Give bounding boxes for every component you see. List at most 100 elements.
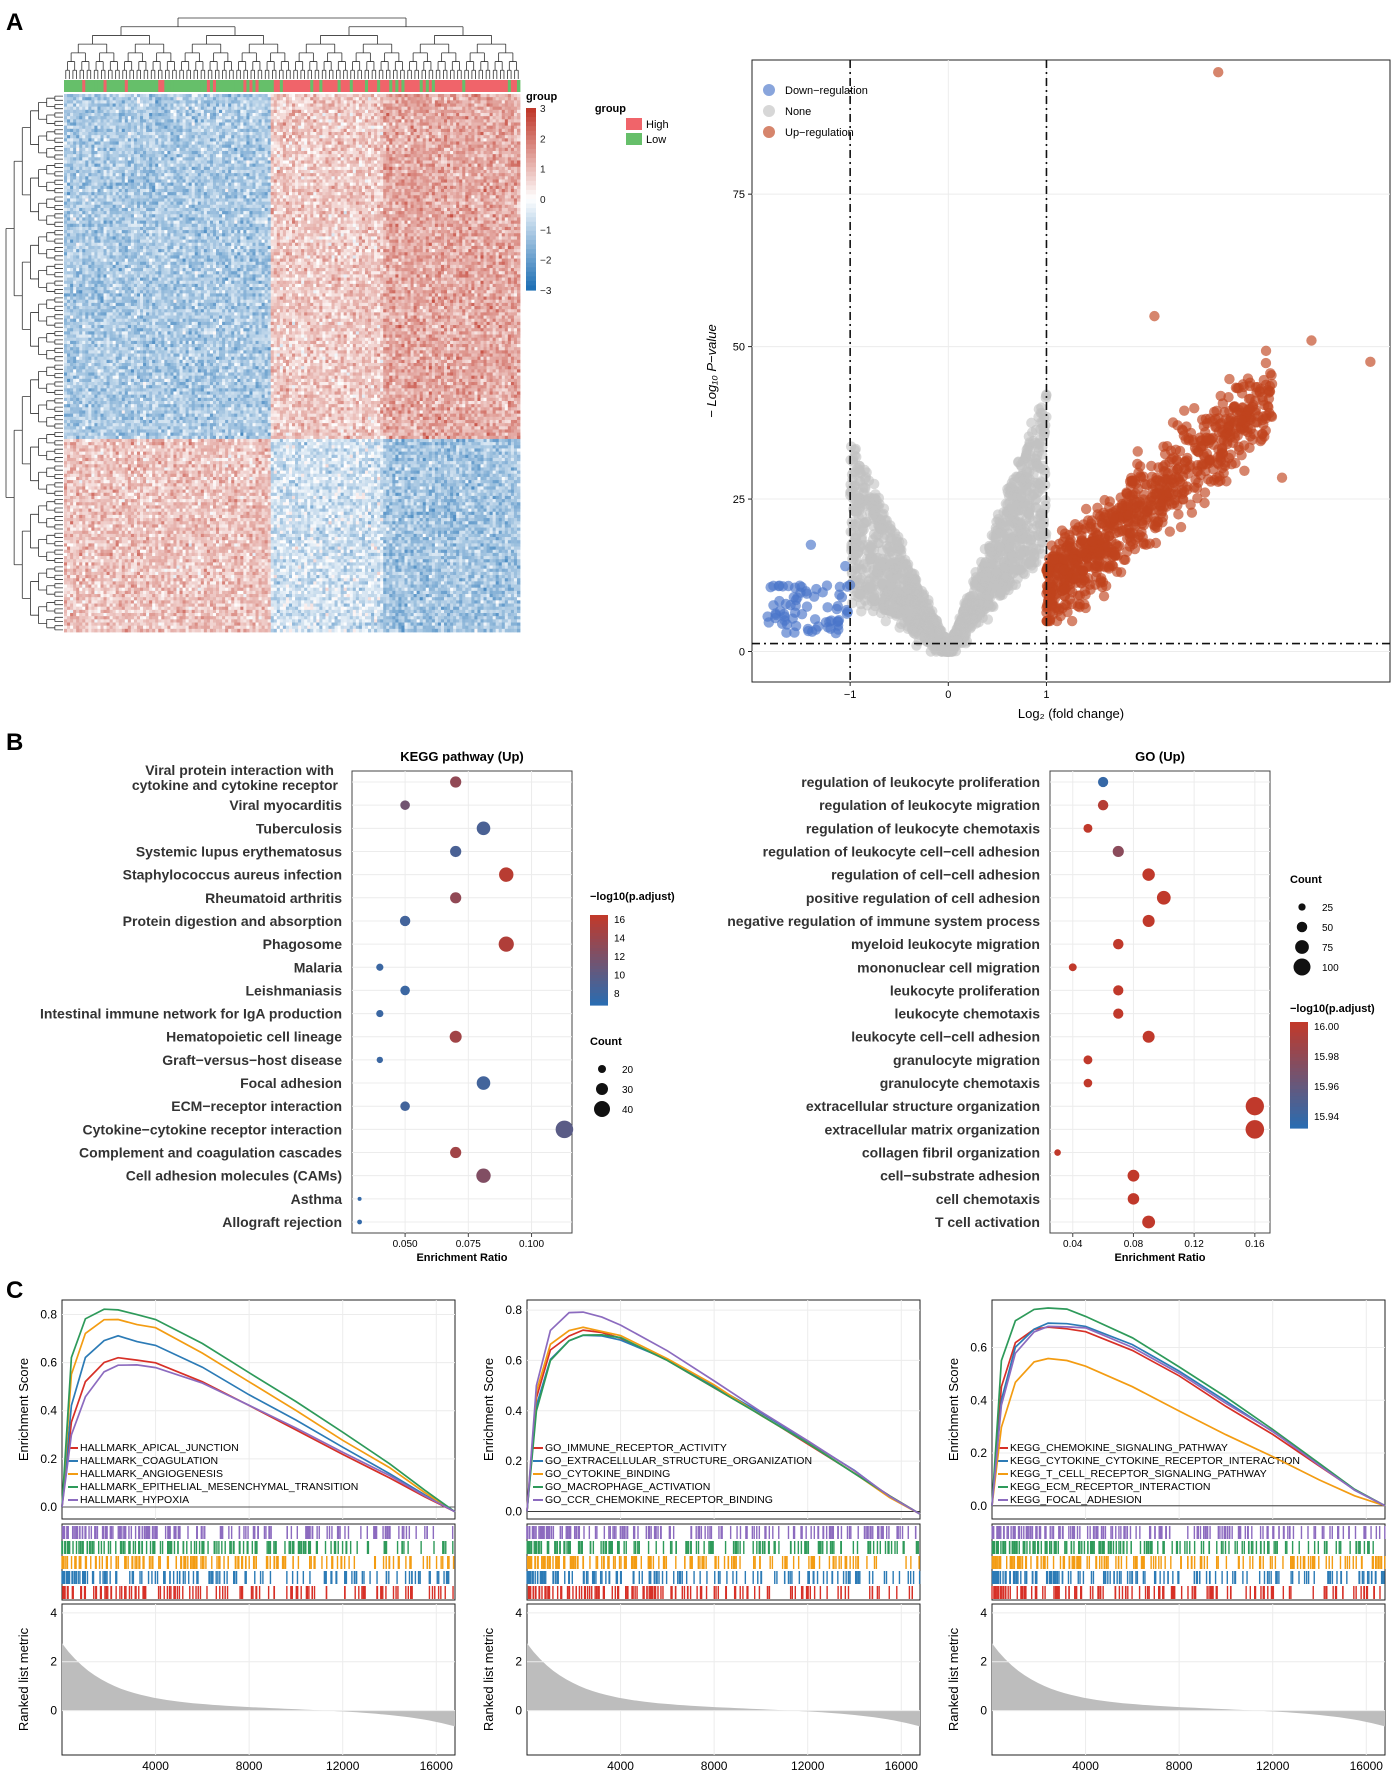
heatmap-cell xyxy=(189,119,192,123)
heatmap-cell xyxy=(316,126,319,130)
heatmap-cell xyxy=(423,129,426,133)
heatmap-cell xyxy=(143,110,146,114)
heatmap-cell xyxy=(131,97,134,101)
heatmap-cell xyxy=(256,141,259,145)
heatmap-cell xyxy=(107,100,110,104)
heatmap-cell xyxy=(94,100,97,104)
heatmap-cell xyxy=(180,103,183,107)
heatmap-cell xyxy=(468,126,471,130)
dendrogram-branch xyxy=(55,331,63,335)
heatmap-cell xyxy=(259,129,262,133)
heatmap-cell xyxy=(243,126,246,130)
heatmap-cell xyxy=(338,113,341,117)
group-bar-cell xyxy=(325,80,328,92)
heatmap-cell xyxy=(167,129,170,133)
group-bar-cell xyxy=(450,80,453,92)
heatmap-cell xyxy=(453,141,456,145)
heatmap-cell xyxy=(107,119,110,123)
heatmap-cell xyxy=(392,97,395,101)
group-bar-cell xyxy=(231,80,234,92)
heatmap-cell xyxy=(350,110,353,114)
heatmap-cell xyxy=(243,138,246,142)
heatmap-cell xyxy=(225,119,228,123)
heatmap-cell xyxy=(411,135,414,139)
heatmap-cell xyxy=(490,103,493,107)
heatmap-cell xyxy=(243,122,246,126)
dendrogram-branch xyxy=(55,424,63,428)
heatmap-cell xyxy=(277,129,280,133)
heatmap-cell xyxy=(328,100,331,104)
heatmap-cell xyxy=(265,116,268,120)
dendrogram-branch xyxy=(365,70,369,79)
heatmap-cell xyxy=(398,107,401,111)
heatmap-cell xyxy=(173,113,176,117)
heatmap-panel: 3210−1−2−3 groupgroupHighLow xyxy=(6,18,669,632)
dendrogram-branch xyxy=(66,70,70,79)
dendrogram-branch xyxy=(55,180,63,184)
heatmap-cell xyxy=(186,97,189,101)
heatmap-cell xyxy=(122,110,125,114)
group-bar-cell xyxy=(113,80,116,92)
heatmap-cell xyxy=(347,129,350,133)
heatmap-cell xyxy=(493,113,496,117)
heatmap-cell xyxy=(277,119,280,123)
heatmap-cell xyxy=(219,141,222,145)
heatmap-cell xyxy=(353,132,356,136)
heatmap-cell xyxy=(435,138,438,142)
heatmap-cell xyxy=(350,122,353,126)
heatmap-cell xyxy=(380,122,383,126)
heatmap-cell xyxy=(256,107,259,111)
heatmap-cell xyxy=(97,135,100,139)
heatmap-cell xyxy=(286,97,289,101)
heatmap-cell xyxy=(73,129,76,133)
heatmap-cell xyxy=(386,129,389,133)
dendrogram-branch xyxy=(55,365,63,369)
heatmap-cell xyxy=(173,129,176,133)
heatmap-cell xyxy=(143,107,146,111)
group-bar-cell xyxy=(274,80,277,92)
group-bar-cell xyxy=(368,80,371,92)
heatmap-cell xyxy=(189,135,192,139)
heatmap-cell xyxy=(137,103,140,107)
dendrogram-branch xyxy=(322,70,326,79)
heatmap-cell xyxy=(338,100,341,104)
heatmap-cell xyxy=(420,129,423,133)
heatmap-cell xyxy=(353,135,356,139)
heatmap-cell xyxy=(447,110,450,114)
dendrogram-branch xyxy=(499,53,513,62)
heatmap-cell xyxy=(210,138,213,142)
heatmap-cell xyxy=(125,138,128,142)
heatmap-cell xyxy=(82,132,85,136)
heatmap-cell xyxy=(256,100,259,104)
heatmap-cell xyxy=(332,138,335,142)
heatmap-cell xyxy=(134,107,137,111)
heatmap-cell xyxy=(67,135,70,139)
heatmap-cell xyxy=(76,126,79,130)
dendrogram-branch xyxy=(178,18,406,27)
dendrogram-branch xyxy=(55,105,63,109)
heatmap-cell xyxy=(490,135,493,139)
heatmap-cell xyxy=(328,122,331,126)
heatmap-cell xyxy=(222,138,225,142)
dendrogram-branch xyxy=(55,508,63,512)
heatmap-cell xyxy=(411,97,414,101)
heatmap-cell xyxy=(313,129,316,133)
heatmap-cell xyxy=(240,110,243,114)
heatmap-cell xyxy=(453,132,456,136)
heatmap-cell xyxy=(122,113,125,117)
heatmap-cell xyxy=(322,126,325,130)
group-bar-cell xyxy=(176,80,179,92)
heatmap-cell xyxy=(347,94,350,98)
heatmap-cell xyxy=(484,94,487,98)
group-bar-cell xyxy=(256,80,259,92)
heatmap-cell xyxy=(362,103,365,107)
heatmap-cell xyxy=(392,129,395,133)
heatmap-cell xyxy=(134,141,137,145)
group-bar-cell xyxy=(91,80,94,92)
dendrogram-branch xyxy=(22,128,30,195)
heatmap-cell xyxy=(444,94,447,98)
heatmap-cell xyxy=(131,103,134,107)
dendrogram-branch xyxy=(438,62,445,71)
heatmap-cell xyxy=(125,97,128,101)
heatmap-cell xyxy=(195,103,198,107)
